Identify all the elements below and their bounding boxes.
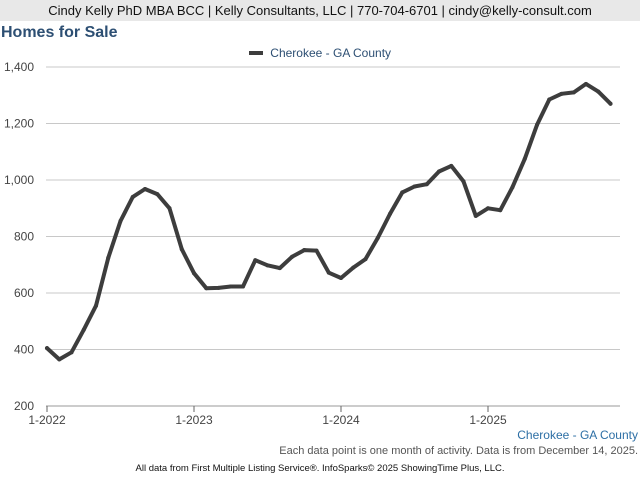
data-point: [339, 276, 343, 281]
data-point: [375, 235, 380, 240]
data-point: [608, 101, 613, 106]
data-point: [253, 258, 258, 263]
data-point: [130, 194, 135, 199]
data-point: [510, 185, 515, 190]
data-point: [302, 248, 307, 253]
data-note: Each data point is one month of activity…: [279, 445, 638, 457]
y-tick-label: 200: [14, 399, 34, 413]
data-point: [290, 254, 294, 259]
y-tick-label: 600: [14, 286, 34, 300]
data-point: [412, 184, 417, 189]
legend-label: Cherokee - GA County: [270, 46, 392, 60]
data-point: [167, 206, 172, 211]
data-point: [216, 285, 221, 290]
y-tick-label: 1,400: [4, 60, 34, 74]
chart-title: Homes for Sale: [1, 24, 118, 41]
chart-legend: Cherokee - GA County: [0, 45, 640, 61]
data-point: [192, 271, 196, 276]
data-point: [522, 156, 527, 161]
y-tick-label: 800: [14, 230, 34, 244]
data-point: [69, 350, 74, 355]
x-tick-label: 1-2024: [322, 413, 360, 427]
data-point: [241, 284, 245, 289]
data-point: [400, 190, 405, 195]
x-tick-label: 1-2025: [469, 413, 507, 427]
data-point: [179, 247, 184, 252]
contact-line: Cindy Kelly PhD MBA BCC | Kelly Consulta…: [48, 3, 592, 18]
data-point: [265, 263, 270, 268]
data-point: [94, 303, 98, 308]
data-point: [498, 208, 503, 213]
data-point: [143, 187, 147, 192]
series-layer: [45, 81, 613, 362]
x-tick-label: 1-2023: [175, 413, 213, 427]
y-tick-label: 1,000: [4, 173, 34, 187]
data-point: [424, 182, 429, 187]
series-label: Cherokee - GA County: [517, 428, 638, 442]
data-point: [277, 266, 282, 271]
data-point: [559, 91, 564, 96]
data-point: [486, 206, 490, 211]
data-point: [204, 286, 209, 291]
data-point: [155, 192, 160, 197]
x-tick-label: 1-2022: [28, 413, 66, 427]
y-tick-label: 1,200: [4, 117, 34, 131]
data-point: [584, 81, 588, 86]
data-point: [45, 346, 49, 351]
data-point: [449, 163, 454, 168]
data-point: [81, 327, 86, 332]
data-point: [596, 89, 601, 94]
data-point: [473, 213, 478, 218]
data-point: [228, 284, 233, 289]
data-point: [388, 211, 392, 216]
data-point: [535, 122, 539, 127]
footer-credit: All data from First Multiple Listing Ser…: [135, 463, 505, 474]
data-point: [547, 97, 552, 102]
data-point: [118, 218, 123, 223]
contact-header-bar: Cindy Kelly PhD MBA BCC | Kelly Consulta…: [0, 0, 640, 21]
data-point: [437, 169, 441, 174]
data-point: [314, 248, 319, 253]
data-point: [57, 357, 62, 362]
data-point: [326, 270, 331, 275]
grid-layer: [46, 66, 620, 407]
line-chart: 200 400 600 800 1,000 1,200 1,400 1-2022 1-2023 1…: [4, 60, 620, 427]
legend-swatch: [248, 50, 263, 55]
data-point: [106, 255, 111, 260]
data-point: [461, 179, 466, 184]
series-line: [45, 81, 613, 362]
data-point: [363, 257, 368, 262]
axis-layer: 200 400 600 800 1,000 1,200 1,400 1-2022 1-2023 1…: [4, 60, 507, 427]
data-point: [571, 90, 576, 95]
chart-area: 200 400 600 800 1,000 1,200 1,400 1-2022 1-2023 1…: [0, 60, 640, 430]
data-point: [351, 265, 356, 270]
y-tick-label: 400: [14, 343, 34, 357]
